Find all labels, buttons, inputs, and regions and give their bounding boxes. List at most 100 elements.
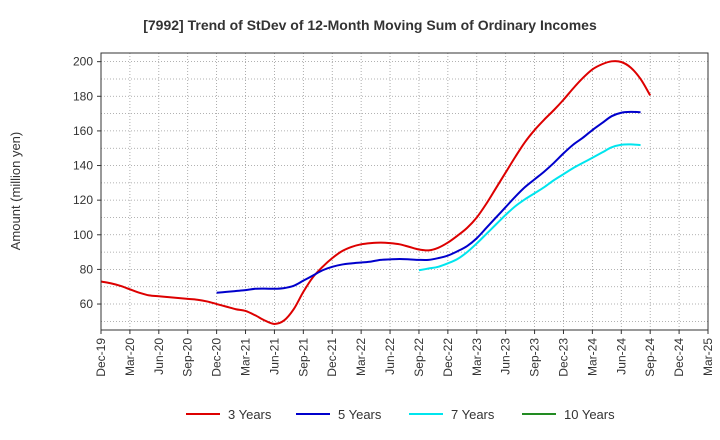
data-point — [485, 203, 487, 205]
data-point — [264, 288, 266, 290]
x-tick-label: Dec-22 — [441, 338, 455, 377]
data-point — [139, 292, 141, 294]
data-point — [640, 78, 642, 80]
data-point — [216, 292, 218, 294]
data-point — [399, 258, 401, 260]
data-point — [457, 250, 459, 252]
data-point — [177, 297, 179, 299]
x-tick-label: Mar-23 — [470, 338, 484, 376]
x-tick-label: Jun-20 — [152, 338, 166, 375]
data-point — [360, 243, 362, 245]
data-point — [428, 249, 430, 251]
data-point — [322, 266, 324, 268]
x-tick-label: Dec-20 — [210, 338, 224, 377]
x-tick-label: Jun-24 — [614, 338, 628, 375]
data-point — [322, 269, 324, 271]
x-tick-label: Mar-24 — [585, 338, 599, 376]
y-tick-label: 80 — [80, 262, 94, 276]
y-tick-label: 180 — [73, 89, 93, 103]
data-point — [476, 217, 478, 219]
y-tick-label: 100 — [73, 228, 93, 242]
data-point — [447, 262, 449, 264]
data-point — [534, 192, 536, 194]
data-point — [370, 261, 372, 263]
series-line — [418, 143, 641, 272]
data-point — [495, 187, 497, 189]
data-point — [418, 249, 420, 251]
data-point — [254, 314, 256, 316]
data-point — [495, 223, 497, 225]
data-point — [572, 167, 574, 169]
data-point — [351, 262, 353, 264]
data-point — [563, 173, 565, 175]
data-point — [620, 112, 622, 114]
data-point — [591, 157, 593, 159]
data-point — [524, 198, 526, 200]
x-tick-label: Jun-23 — [499, 338, 513, 375]
data-point — [283, 320, 285, 322]
data-point — [302, 291, 304, 293]
data-point — [428, 268, 430, 270]
series-7-years — [418, 143, 641, 272]
data-point — [514, 205, 516, 207]
data-point — [274, 288, 276, 290]
data-point — [360, 262, 362, 264]
data-point — [524, 186, 526, 188]
data-point — [331, 257, 333, 259]
data-point — [457, 258, 459, 260]
data-point — [466, 251, 468, 253]
data-point — [640, 111, 642, 113]
data-point — [611, 146, 613, 148]
data-point — [408, 246, 410, 248]
data-point — [505, 214, 507, 216]
data-point — [466, 245, 468, 247]
data-point — [505, 172, 507, 174]
data-point — [380, 259, 382, 261]
series-line — [216, 110, 641, 294]
data-point — [543, 186, 545, 188]
data-point — [235, 308, 237, 310]
series-3-years — [100, 60, 652, 325]
data-point — [601, 152, 603, 154]
x-tick-label: Mar-25 — [701, 338, 715, 376]
data-point — [457, 235, 459, 237]
x-axis-ticks: Dec-19 Mar-20 Jun-20 Sep-20 Dec-20 Mar-21 Jun-… — [94, 330, 715, 377]
data-point — [119, 285, 121, 287]
data-point — [437, 247, 439, 249]
data-point — [495, 217, 497, 219]
data-point — [601, 63, 603, 65]
x-tick-label: Dec-23 — [556, 338, 570, 377]
data-point — [476, 237, 478, 239]
data-point — [293, 308, 295, 310]
x-tick-label: Dec-19 — [94, 338, 108, 377]
data-point — [187, 298, 189, 300]
data-point — [216, 303, 218, 305]
data-point — [649, 95, 651, 97]
series-line — [100, 60, 652, 325]
x-tick-label: Sep-21 — [296, 338, 310, 377]
legend: 3 Years 5 Years 7 Years 10 Years — [186, 407, 615, 422]
x-tick-label: Sep-20 — [181, 338, 195, 377]
data-point — [563, 99, 565, 101]
data-point — [389, 242, 391, 244]
data-point — [514, 196, 516, 198]
legend-item: 3 Years — [186, 407, 272, 422]
data-point — [524, 141, 526, 143]
data-point — [514, 156, 516, 158]
data-point — [582, 162, 584, 164]
data-point — [485, 227, 487, 229]
data-point — [543, 119, 545, 121]
data-point — [129, 288, 131, 290]
data-point — [447, 242, 449, 244]
data-point — [148, 294, 150, 296]
data-point — [312, 275, 314, 277]
data-point — [225, 291, 227, 293]
data-point — [582, 77, 584, 79]
data-point — [553, 162, 555, 164]
data-point — [505, 206, 507, 208]
data-point — [418, 259, 420, 261]
series-layer — [100, 60, 652, 325]
data-point — [543, 171, 545, 173]
data-point — [630, 111, 632, 113]
